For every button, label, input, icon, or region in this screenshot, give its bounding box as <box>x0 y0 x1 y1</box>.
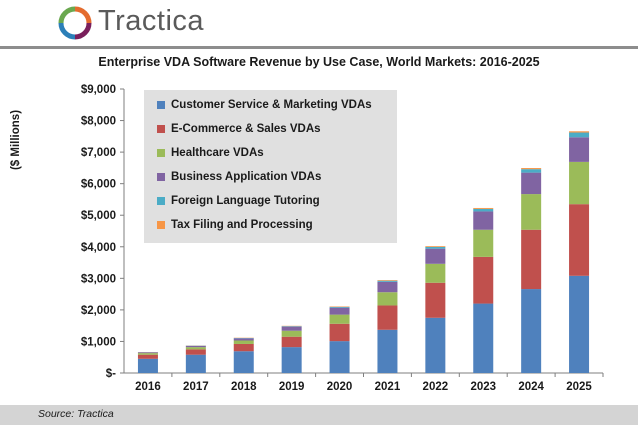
bar-segment <box>521 172 542 195</box>
bar-segment <box>425 282 446 318</box>
bar-segment <box>329 323 350 342</box>
bar-segment <box>329 314 350 324</box>
legend-item: Tax Filing and Processing <box>157 213 397 237</box>
bar-segment <box>521 169 542 173</box>
legend-label: Foreign Language Tutoring <box>171 195 320 207</box>
y-tick-label: $6,000 <box>81 179 116 191</box>
bar-segment <box>329 306 350 308</box>
bar-segment <box>137 354 158 359</box>
x-tick-label: 2025 <box>566 381 592 393</box>
bar-segment <box>281 326 302 331</box>
bar-segment <box>377 280 398 281</box>
bar-segment <box>473 207 494 209</box>
bar-segment <box>473 208 494 212</box>
y-tick-label: $4,000 <box>81 242 116 254</box>
chart-legend: Customer Service & Marketing VDAs E-Comme… <box>144 90 397 243</box>
bar-segment <box>425 248 446 264</box>
bar-segment <box>569 132 590 138</box>
bar-segment <box>185 345 206 348</box>
bar-segment <box>185 349 206 355</box>
bar-segment <box>521 289 542 373</box>
bar-segment <box>377 292 398 306</box>
header: Tractica <box>0 0 638 46</box>
bar-segment <box>377 305 398 330</box>
bar-segment <box>473 211 494 230</box>
y-tick-label: $5,000 <box>81 210 116 222</box>
x-tick-label: 2019 <box>279 381 305 393</box>
legend-item: Customer Service & Marketing VDAs <box>157 93 397 117</box>
bar-segment <box>233 343 254 352</box>
bar-segment <box>281 336 302 348</box>
bar-segment <box>473 256 494 304</box>
bar-segment <box>377 329 398 373</box>
legend-swatch <box>157 149 165 157</box>
bar-segment <box>281 347 302 373</box>
x-tick-label: 2018 <box>231 381 257 393</box>
bar-segment <box>569 137 590 162</box>
legend-label: Healthcare VDAs <box>171 147 264 159</box>
bar-segment <box>473 229 494 257</box>
brand-name: Tractica <box>98 5 205 37</box>
y-tick-label: $8,000 <box>81 116 116 128</box>
footer-bar: Source: Tractica <box>0 405 638 425</box>
bar-segment <box>233 340 254 344</box>
y-tick-label: $1,000 <box>81 336 116 348</box>
bar-segment <box>425 246 446 247</box>
legend-swatch <box>157 101 165 109</box>
bar-segment <box>233 351 254 373</box>
bar-segment <box>281 330 302 337</box>
x-tick-label: 2023 <box>470 381 496 393</box>
x-tick-label: 2017 <box>183 381 209 393</box>
y-tick-label: $3,000 <box>81 273 116 285</box>
legend-label: Tax Filing and Processing <box>171 219 313 231</box>
header-divider <box>0 46 638 49</box>
legend-label: E-Commerce & Sales VDAs <box>171 123 321 135</box>
chart-plot-area: $- $1,000 $2,000 $3,000 $4,000 $5,000 $6,000 $7… <box>81 84 604 393</box>
bar-segment <box>329 341 350 373</box>
legend-swatch <box>157 125 165 133</box>
bar-segment <box>329 307 350 315</box>
legend-item: E-Commerce & Sales VDAs <box>157 117 397 141</box>
bar-segment <box>425 317 446 373</box>
bar-segment <box>521 194 542 230</box>
bar-segment <box>185 347 206 350</box>
y-tick-label: $- <box>106 368 116 380</box>
bar-segment <box>425 246 446 249</box>
bar-segment <box>569 161 590 205</box>
bar-segment <box>377 280 398 282</box>
tractica-logo-icon <box>58 6 92 40</box>
x-tick-label: 2022 <box>423 381 449 393</box>
legend-item: Business Application VDAs <box>157 165 397 189</box>
x-tick-label: 2021 <box>375 381 401 393</box>
bar-segment <box>137 358 158 373</box>
bar-segment <box>569 131 590 133</box>
bar-segment <box>137 352 158 354</box>
bar-segment <box>569 204 590 276</box>
x-tick-label: 2024 <box>518 381 544 393</box>
legend-swatch <box>157 197 165 205</box>
bar-segment <box>521 229 542 290</box>
source-note: Source: Tractica <box>38 408 114 420</box>
bar-segment <box>425 263 446 283</box>
legend-item: Healthcare VDAs <box>157 141 397 165</box>
bar-segment <box>473 303 494 373</box>
legend-swatch <box>157 221 165 229</box>
x-tick-label: 2016 <box>135 381 161 393</box>
y-tick-label: $2,000 <box>81 305 116 317</box>
legend-item: Foreign Language Tutoring <box>157 189 397 213</box>
bar-segment <box>233 338 254 341</box>
x-tick-label: 2020 <box>327 381 353 393</box>
bar-segment <box>137 353 158 355</box>
y-tick-label: $7,000 <box>81 147 116 159</box>
legend-swatch <box>157 173 165 181</box>
bar-segment <box>185 354 206 373</box>
legend-label: Customer Service & Marketing VDAs <box>171 99 372 111</box>
bar-segment <box>377 281 398 293</box>
bar-segment <box>521 168 542 170</box>
chart-title: Enterprise VDA Software Revenue by Use C… <box>98 55 540 69</box>
legend-label: Business Application VDAs <box>171 171 322 183</box>
bar-segment <box>569 275 590 373</box>
y-tick-label: $9,000 <box>81 84 116 96</box>
